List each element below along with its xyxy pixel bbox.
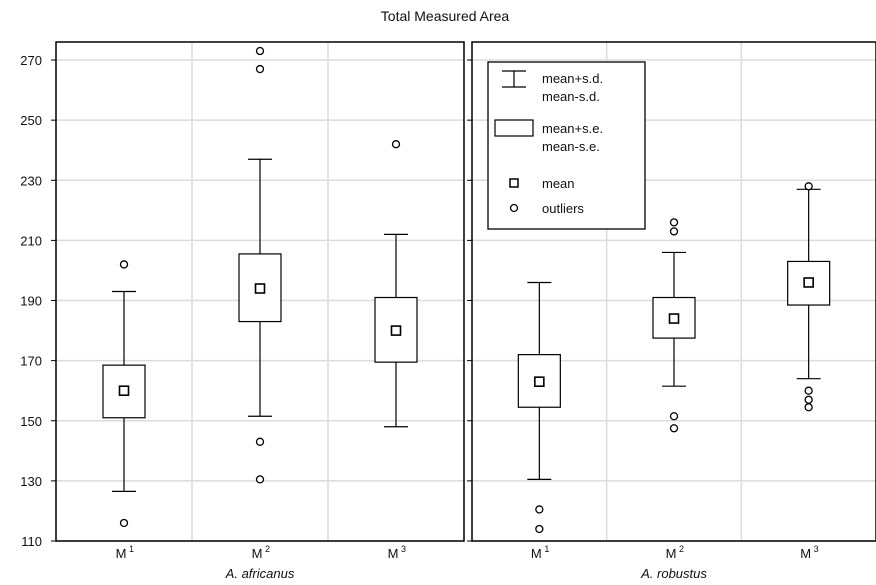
outlier-point — [255, 475, 265, 484]
y-tick-label: 210 — [20, 233, 42, 248]
mean-marker — [803, 277, 814, 288]
category-superscript: 1 — [544, 544, 549, 554]
y-tick-label: 190 — [20, 294, 42, 309]
legend-label: mean+s.d. — [542, 71, 603, 86]
outlier-point — [255, 64, 265, 74]
outlier-point — [804, 403, 813, 412]
chart-title: Total Measured Area — [381, 8, 510, 24]
box-1-2 — [238, 46, 282, 484]
category-label: M — [252, 546, 263, 561]
panel-frame — [471, 41, 876, 542]
outlier-point — [669, 218, 679, 227]
se-box — [238, 253, 282, 323]
category-superscript: 3 — [814, 544, 819, 554]
mean-marker — [118, 385, 130, 396]
legend-outlier-symbol — [509, 203, 519, 213]
outlier-point — [669, 412, 679, 421]
legend-label: mean — [542, 176, 575, 191]
legend-label: mean+s.e. — [542, 121, 603, 136]
outlier-point — [669, 227, 679, 236]
outlier-point — [391, 140, 401, 149]
panel-frame — [55, 41, 465, 542]
y-tick-label: 250 — [20, 113, 42, 128]
group-label: A. africanus — [225, 566, 295, 581]
box-2-2 — [652, 218, 696, 433]
legend-item-3: mean — [509, 176, 575, 191]
legend-item-1: mean+s.d. mean-s.d. — [502, 70, 603, 104]
y-tick-label: 150 — [20, 414, 42, 429]
category-label: M — [666, 546, 677, 561]
mean-marker — [668, 313, 680, 324]
outlier-point — [804, 182, 813, 191]
y-tick-label: 270 — [20, 53, 42, 68]
panel-1: M 1 M 2 M 3A. africanus — [51, 41, 465, 581]
outlier-point — [804, 386, 813, 395]
group-label: A. robustus — [640, 566, 707, 581]
y-tick-label: 110 — [21, 534, 42, 549]
legend-label: mean-s.e. — [542, 139, 600, 154]
category-label: M — [388, 546, 399, 561]
outlier-point — [119, 518, 129, 528]
legend: mean+s.d.mean-s.d.mean+s.e.mean-s.e.mean… — [487, 61, 646, 230]
outlier-point — [535, 505, 544, 514]
box-1-3 — [374, 140, 418, 428]
category-superscript: 3 — [401, 544, 406, 554]
outlier-point — [255, 46, 265, 56]
legend-label: outliers — [542, 201, 584, 216]
legend-label: mean-s.d. — [542, 89, 600, 104]
outlier-point — [535, 524, 544, 534]
y-tick-label: 130 — [20, 474, 42, 489]
legend-item-2: mean+s.e. mean-s.e. — [494, 119, 603, 154]
legend-item-4: outliers — [509, 201, 584, 216]
category-label: M — [116, 546, 127, 561]
box-2-3 — [787, 182, 831, 412]
mean-marker — [534, 376, 545, 387]
category-superscript: 1 — [129, 544, 134, 554]
category-superscript: 2 — [265, 544, 270, 554]
y-tick-label: 170 — [20, 354, 42, 369]
mean-marker — [390, 325, 402, 336]
box-2-1 — [517, 281, 561, 534]
y-axis-ticks: 110 130 150 170 190 210 230 250 270 — [20, 53, 42, 549]
category-label: M — [531, 546, 542, 561]
outlier-point — [669, 424, 679, 433]
box-1-1 — [102, 260, 146, 528]
mean-marker — [254, 283, 266, 294]
outlier-point — [119, 260, 129, 269]
legend-box-symbol — [494, 119, 534, 137]
outlier-point — [804, 395, 813, 404]
legend-box — [487, 61, 646, 230]
se-box — [517, 354, 561, 408]
legend-mean-symbol — [509, 178, 519, 188]
outlier-point — [255, 437, 265, 446]
category-superscript: 2 — [679, 544, 684, 554]
category-label: M — [800, 546, 811, 561]
y-tick-label: 230 — [20, 173, 42, 188]
